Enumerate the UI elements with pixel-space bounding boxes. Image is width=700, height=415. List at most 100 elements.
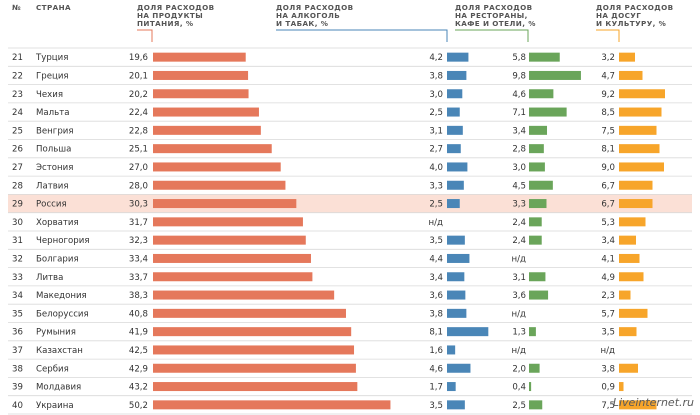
row-rank: 25 bbox=[12, 126, 23, 136]
header-alcohol-line-3: И ТАБАК, % bbox=[276, 19, 329, 28]
header-leisure-line-3: И КУЛЬТУРУ, % bbox=[596, 19, 667, 28]
row-country: Мальта bbox=[36, 108, 70, 118]
food-bar bbox=[153, 308, 346, 318]
row-country: Эстония bbox=[36, 163, 73, 173]
header-alcohol: ДОЛЯ РАСХОДОВ НА АЛКОГОЛЬ И ТАБАК, % bbox=[276, 4, 353, 28]
alcohol-bar bbox=[447, 70, 467, 80]
alcohol-bar bbox=[447, 89, 463, 99]
alcohol-bar bbox=[447, 272, 465, 282]
restaurants-value-label: 0,4 bbox=[512, 383, 526, 393]
food-value-label: 41,9 bbox=[129, 328, 148, 338]
header-restaurants: ДОЛЯ РАСХОДОВ НА РЕСТОРАНЫ, КАФЕ И ОТЕЛИ… bbox=[455, 4, 536, 28]
alcohol-value-label: 1,7 bbox=[429, 383, 443, 393]
leisure-value-label: 4,1 bbox=[601, 254, 615, 264]
leisure-bar bbox=[619, 400, 657, 410]
header-num: № bbox=[12, 3, 22, 12]
row-country: Молдавия bbox=[36, 383, 81, 393]
food-value-label: 43,2 bbox=[129, 383, 148, 393]
restaurants-value-label: 5,8 bbox=[512, 53, 526, 63]
row-country: Белоруссия bbox=[36, 309, 89, 319]
restaurants-value-label: 3,1 bbox=[512, 273, 526, 283]
food-bar bbox=[153, 363, 356, 373]
restaurants-value-label: н/д bbox=[512, 346, 527, 356]
restaurants-value-label: н/д bbox=[512, 254, 527, 264]
alcohol-bar bbox=[447, 125, 463, 135]
alcohol-bar bbox=[447, 345, 456, 355]
food-value-label: 42,9 bbox=[129, 364, 148, 374]
leisure-bar bbox=[619, 272, 644, 282]
food-bar bbox=[153, 89, 249, 99]
leisure-value-label: 4,7 bbox=[601, 71, 615, 81]
restaurants-value-label: 4,5 bbox=[512, 181, 526, 191]
alcohol-value-label: 3,0 bbox=[429, 90, 443, 100]
restaurants-bar bbox=[529, 52, 560, 62]
food-value-label: 25,1 bbox=[129, 145, 148, 155]
row-rank: 36 bbox=[12, 328, 23, 338]
row-rank: 37 bbox=[12, 346, 23, 356]
restaurants-bar bbox=[529, 89, 554, 99]
leisure-value-label: 4,9 bbox=[601, 273, 615, 283]
food-value-label: 20,1 bbox=[129, 71, 148, 81]
alcohol-bar bbox=[447, 327, 489, 337]
row-rank: 22 bbox=[12, 71, 23, 81]
alcohol-bar bbox=[447, 290, 466, 300]
row-country: Турция bbox=[35, 53, 68, 63]
restaurants-bar bbox=[529, 235, 542, 245]
header-food-line-1: ДОЛЯ РАСХОДОВ bbox=[137, 3, 215, 12]
restaurants-bar bbox=[529, 382, 532, 392]
header-food-line-2: НА ПРОДУКТЫ bbox=[137, 11, 204, 20]
row-country: Черногория bbox=[36, 236, 90, 246]
row-country: Чехия bbox=[36, 90, 63, 100]
food-bar bbox=[153, 382, 358, 392]
food-bar bbox=[153, 272, 313, 282]
alcohol-value-label: 3,8 bbox=[429, 309, 443, 319]
restaurants-bar bbox=[529, 107, 567, 117]
food-value-label: 19,6 bbox=[129, 53, 148, 63]
food-bar bbox=[153, 162, 281, 172]
leisure-bar bbox=[619, 180, 653, 190]
leisure-bar bbox=[619, 308, 648, 318]
food-value-label: 40,8 bbox=[129, 309, 148, 319]
row-country: Греция bbox=[36, 71, 69, 81]
restaurants-value-label: 2,8 bbox=[512, 145, 526, 155]
restaurants-value-label: 9,8 bbox=[512, 71, 526, 81]
restaurants-value-label: 4,6 bbox=[512, 90, 526, 100]
header-food: ДОЛЯ РАСХОДОВ НА ПРОДУКТЫ ПИТАНИЯ, % bbox=[137, 4, 214, 28]
restaurants-value-label: 2,0 bbox=[512, 364, 526, 374]
food-value-label: 32,3 bbox=[129, 236, 148, 246]
row-country: Казахстан bbox=[36, 346, 83, 356]
leisure-value-label: 7,5 bbox=[601, 126, 615, 136]
leisure-bar bbox=[619, 290, 631, 300]
restaurants-value-label: 3,0 bbox=[512, 163, 526, 173]
row-rank: 38 bbox=[12, 364, 23, 374]
header-country: СТРАНА bbox=[36, 3, 71, 12]
food-value-label: 50,2 bbox=[129, 401, 148, 411]
leisure-value-label: 8,1 bbox=[601, 145, 615, 155]
food-bar bbox=[153, 235, 306, 245]
alcohol-value-label: 1,6 bbox=[429, 346, 443, 356]
food-bar bbox=[153, 180, 286, 190]
restaurants-bar bbox=[529, 400, 543, 410]
alcohol-value-label: 3,3 bbox=[429, 181, 443, 191]
header-line-food bbox=[137, 29, 153, 42]
leisure-bar bbox=[619, 235, 636, 245]
row-rank: 40 bbox=[12, 401, 23, 411]
restaurants-bar bbox=[529, 290, 549, 300]
row-country: Венгрия bbox=[36, 126, 74, 136]
food-value-label: 33,7 bbox=[129, 273, 148, 283]
restaurants-value-label: 2,4 bbox=[512, 236, 526, 246]
food-value-label: 27,0 bbox=[129, 163, 148, 173]
row-rank: 33 bbox=[12, 273, 23, 283]
food-bar bbox=[153, 199, 297, 209]
alcohol-bar bbox=[447, 144, 461, 154]
row-rank: 27 bbox=[12, 163, 23, 173]
restaurants-bar bbox=[529, 327, 536, 337]
header-leisure-line-1: ДОЛЯ РАСХОДОВ bbox=[596, 3, 674, 12]
row-rank: 31 bbox=[12, 236, 23, 246]
leisure-value-label: 5,7 bbox=[601, 309, 615, 319]
row-rank: 34 bbox=[12, 291, 23, 301]
alcohol-bar bbox=[447, 308, 467, 318]
alcohol-value-label: 3,4 bbox=[429, 273, 443, 283]
leisure-value-label: 3,5 bbox=[601, 328, 615, 338]
